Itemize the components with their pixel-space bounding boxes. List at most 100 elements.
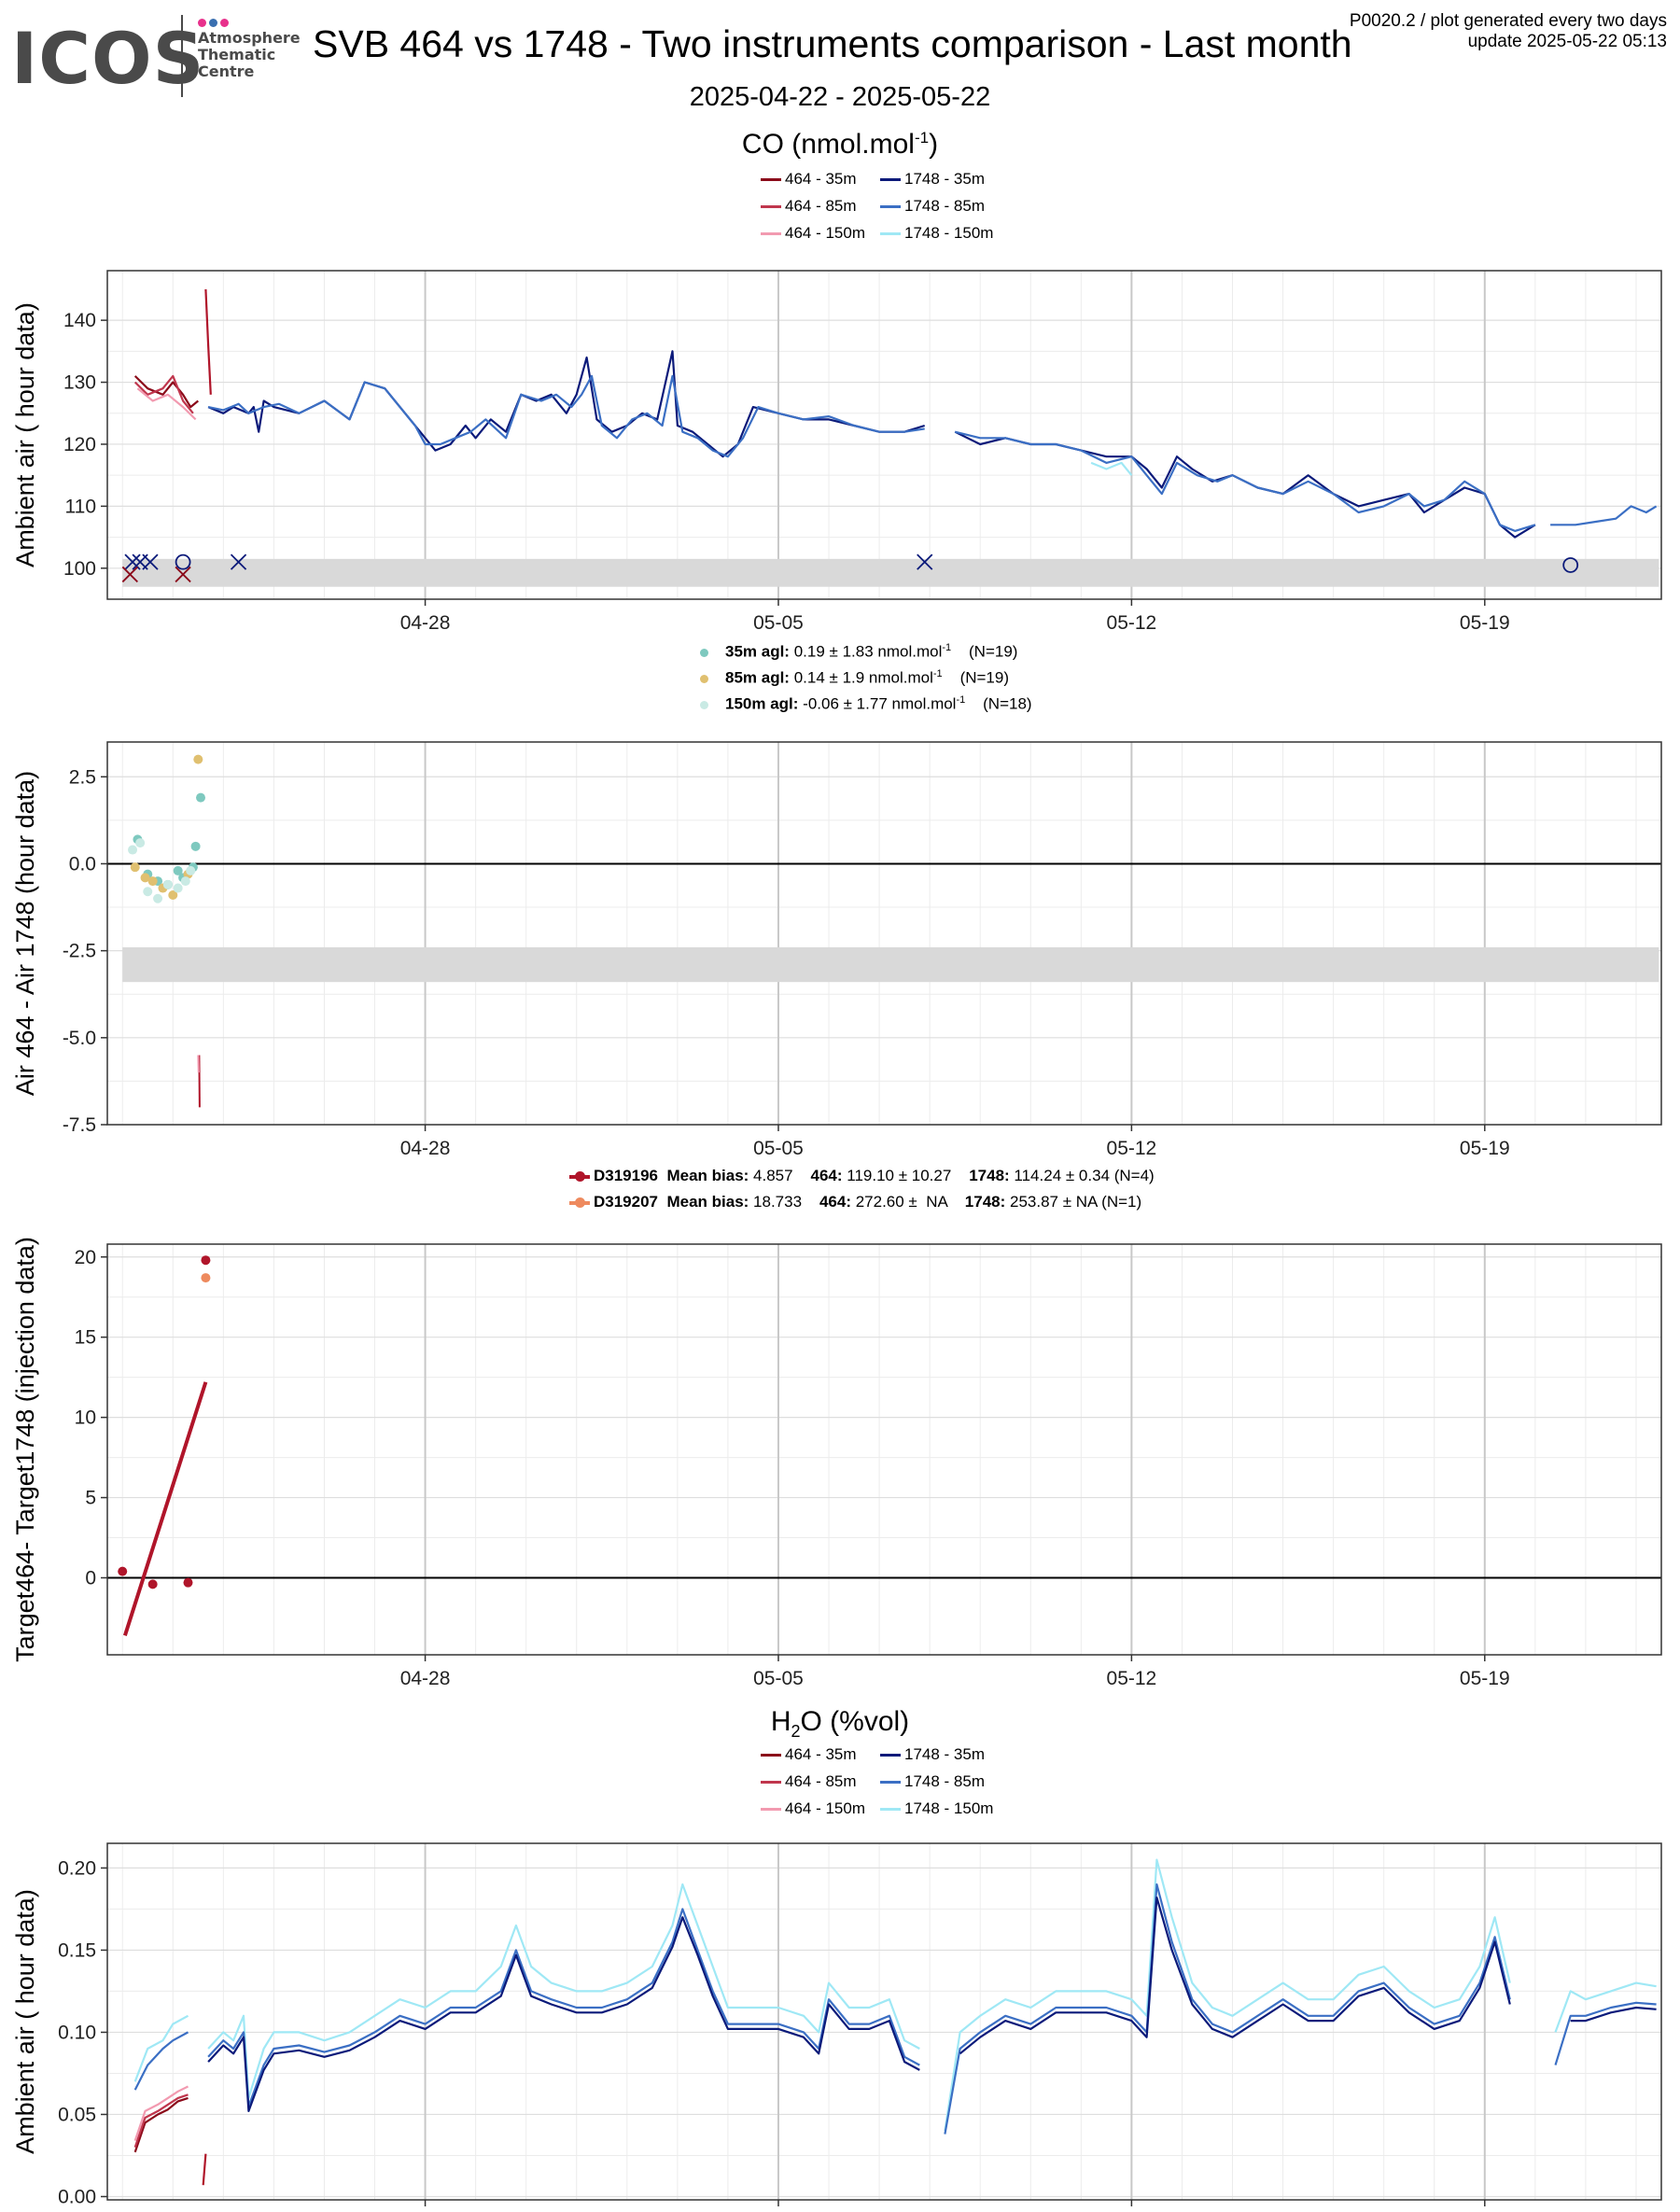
- legend-464-label: 464:: [819, 1193, 851, 1211]
- data-point: [162, 879, 173, 889]
- legend-count: (N=19): [942, 668, 1010, 687]
- legend-label: 1748 - 150m: [904, 224, 994, 242]
- co-title-end: ): [929, 129, 939, 160]
- legend-464-value: 272.60 ± NA: [850, 1193, 965, 1211]
- series-line: [1554, 1981, 1657, 2033]
- legend-1748-value: 253.87 ± NA (N=1): [1005, 1193, 1142, 1211]
- plot-meta: P0020.2 / plot generated every two days …: [1350, 11, 1667, 52]
- y-tick-label: 10: [75, 1407, 96, 1429]
- data-point: [130, 862, 140, 873]
- x-tick-label: 05-12: [1107, 1138, 1157, 1159]
- data-point: [190, 841, 201, 851]
- series-line: [1554, 2001, 1657, 2065]
- h2o-legend-item: 1748 - 35m: [880, 1745, 985, 1764]
- series-line: [133, 374, 194, 414]
- y-tick-label: -5.0: [63, 1028, 96, 1049]
- y-tick-label: 120: [63, 434, 96, 455]
- uncertainty-band: [122, 558, 1659, 587]
- legend-value: -0.06 ± 1.77 nmol.mol: [798, 694, 957, 713]
- h2o-legend-item: 1748 - 85m: [880, 1772, 985, 1791]
- flag-cross-marker: [917, 553, 933, 570]
- data-point: [147, 1579, 158, 1589]
- plot-background: [107, 271, 1661, 599]
- y-axis-label: Ambient air ( hour data): [11, 1889, 39, 2154]
- data-point: [118, 1566, 128, 1576]
- data-point: [173, 883, 183, 893]
- legend-unit-sup: -1: [956, 694, 966, 706]
- page-title: SVB 464 vs 1748 - Two instruments compar…: [313, 22, 1352, 65]
- legend-swatch: [569, 1197, 590, 1208]
- x-tick-label: 04-28: [400, 612, 451, 634]
- x-tick-label: 05-12: [1107, 1668, 1157, 1689]
- series-line: [207, 1916, 920, 2112]
- legend-label: 464 - 150m: [785, 1799, 865, 1817]
- co-legend-item: 464 - 85m: [761, 197, 857, 216]
- series-line: [207, 1908, 920, 2107]
- legend-label: 1748 - 35m: [904, 170, 985, 188]
- chart-panel-h2o: 0.000.050.100.150.2004-2805-0505-1205-19…: [11, 1842, 1662, 2207]
- y-tick-label: 100: [63, 558, 96, 580]
- legend-label: 1748 - 35m: [904, 1745, 985, 1763]
- y-tick-label: 0.05: [58, 2104, 96, 2125]
- legend-swatch: [569, 1170, 590, 1182]
- chart-panel-co: 100 110 120 130 140 04-28 05-05 05-12 05-19 Ambie…: [11, 270, 1662, 634]
- update-line: update 2025-05-22 05:13: [1467, 32, 1667, 51]
- series-line: [954, 430, 1536, 533]
- legend-swatch: [761, 1754, 781, 1757]
- plot-area: [121, 288, 1658, 583]
- h2o-legend-item: 464 - 85m: [761, 1772, 857, 1791]
- x-tick-label: 05-12: [1107, 612, 1157, 634]
- data-point: [173, 865, 183, 875]
- series-line: [1090, 461, 1133, 476]
- flag-cross-marker: [175, 566, 191, 583]
- legend-dot: [700, 648, 708, 657]
- data-point: [140, 873, 150, 883]
- legend-label: 1748 - 150m: [904, 1799, 994, 1817]
- y-tick-label: 0: [85, 1568, 96, 1589]
- date-range: 2025-04-22 - 2025-05-22: [689, 82, 991, 112]
- legend-bias-label: Mean bias:: [666, 1193, 749, 1211]
- co-legend-item: 1748 - 85m: [880, 197, 985, 216]
- co-legend-item: 464 - 150m: [761, 224, 865, 243]
- target-legend: D319196 Mean bias: 4.857 464: 119.10 ± 1…: [569, 1167, 1316, 1217]
- legend-height: 35m agl:: [725, 642, 790, 661]
- y-tick-label: 140: [63, 310, 96, 331]
- legend-value: 0.19 ± 1.83 nmol.mol: [789, 642, 943, 661]
- data-point: [201, 1273, 211, 1283]
- data-point: [153, 893, 163, 903]
- series-line: [944, 1883, 1511, 2135]
- plot-area: [118, 1255, 211, 1637]
- logo-sub-line-1: Atmosphere: [198, 29, 301, 47]
- flag-circle-marker: [175, 553, 191, 570]
- legend-bias-value: 4.857: [749, 1167, 811, 1184]
- trend-line: [122, 1381, 208, 1637]
- legend-1748-value: 114.24 ± 0.34 (N=4): [1009, 1167, 1155, 1184]
- logo-sub-line-2: Thematic: [198, 46, 276, 63]
- legend-dot: [700, 674, 708, 683]
- target-legend-item: D319207 Mean bias: 18.733 464: 272.60 ± …: [569, 1193, 1141, 1211]
- h2o-section-title: H2O (%vol): [0, 1706, 1680, 1742]
- x-tick-label: 04-28: [400, 1668, 451, 1689]
- target-legend-item: D319196 Mean bias: 4.857 464: 119.10 ± 1…: [569, 1167, 1155, 1185]
- co-legend-item: 1748 - 35m: [880, 170, 985, 189]
- legend-swatch: [880, 1754, 901, 1757]
- legend-dot: [700, 700, 708, 709]
- data-point: [147, 876, 158, 887]
- x-tick-label: 05-05: [753, 1668, 804, 1689]
- co-section-title: CO (nmol.mol-1): [0, 129, 1680, 161]
- h2o-title-rest: O (%vol): [800, 1706, 910, 1737]
- data-point: [201, 1255, 211, 1266]
- series-line: [133, 2014, 189, 2082]
- co-legend-item: 1748 - 150m: [880, 224, 993, 243]
- data-point: [143, 887, 153, 897]
- legend-bias-value: 18.733: [749, 1193, 819, 1211]
- legend-swatch: [761, 1808, 781, 1812]
- flag-cross-marker: [142, 553, 159, 570]
- legend-height: 85m agl:: [725, 668, 790, 687]
- y-tick-label: 0.10: [58, 2022, 96, 2043]
- data-point: [135, 838, 146, 848]
- x-tick-label: 05-05: [753, 612, 804, 634]
- series-line: [133, 2031, 189, 2091]
- flag-circle-marker: [1562, 557, 1579, 573]
- series-line: [133, 2096, 189, 2153]
